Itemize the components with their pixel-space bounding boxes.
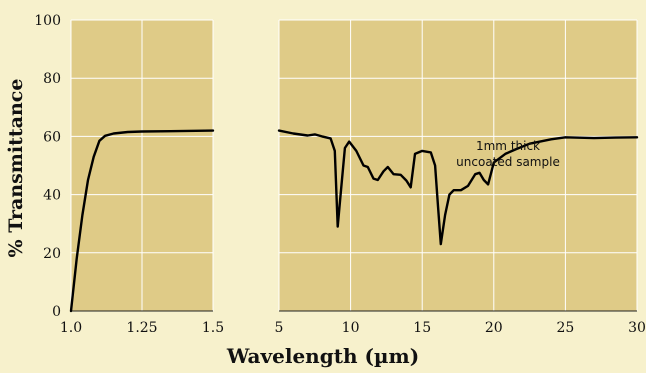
x-tick-label: 15 bbox=[413, 320, 431, 336]
y-axis-label: % Transmittance bbox=[5, 79, 27, 258]
x-axis-ticks: 1.0 1.25 1.5 5 10 15 20 25 30 bbox=[60, 320, 646, 336]
y-tick-label: 40 bbox=[43, 188, 61, 204]
y-tick-label: 20 bbox=[43, 246, 61, 262]
plot-background-right bbox=[279, 20, 637, 311]
plot-panel-right bbox=[277, 19, 639, 312]
y-tick-label: 60 bbox=[43, 129, 61, 145]
annotation-line-2: uncoated sample bbox=[456, 155, 560, 169]
x-tick-label: 5 bbox=[275, 320, 284, 336]
y-tick-label: 100 bbox=[34, 13, 61, 29]
x-axis-label: Wavelength (µm) bbox=[226, 344, 419, 368]
x-tick-label: 1.0 bbox=[60, 320, 82, 336]
x-tick-label: 20 bbox=[485, 320, 503, 336]
transmittance-line-right bbox=[277, 129, 639, 246]
x-tick-label: 1.5 bbox=[202, 320, 224, 336]
plot-panel-left bbox=[69, 19, 215, 313]
y-tick-label: 80 bbox=[43, 71, 61, 87]
transmittance-line-left bbox=[69, 129, 215, 313]
annotation-line-1: 1mm thick bbox=[476, 139, 540, 153]
y-axis-ticks: 0 20 40 60 80 100 bbox=[34, 13, 61, 320]
x-tick-label: 30 bbox=[628, 320, 646, 336]
x-tick-label: 1.25 bbox=[126, 320, 157, 336]
y-tick-label: 0 bbox=[52, 304, 61, 320]
x-tick-label: 10 bbox=[342, 320, 360, 336]
x-tick-label: 25 bbox=[556, 320, 574, 336]
